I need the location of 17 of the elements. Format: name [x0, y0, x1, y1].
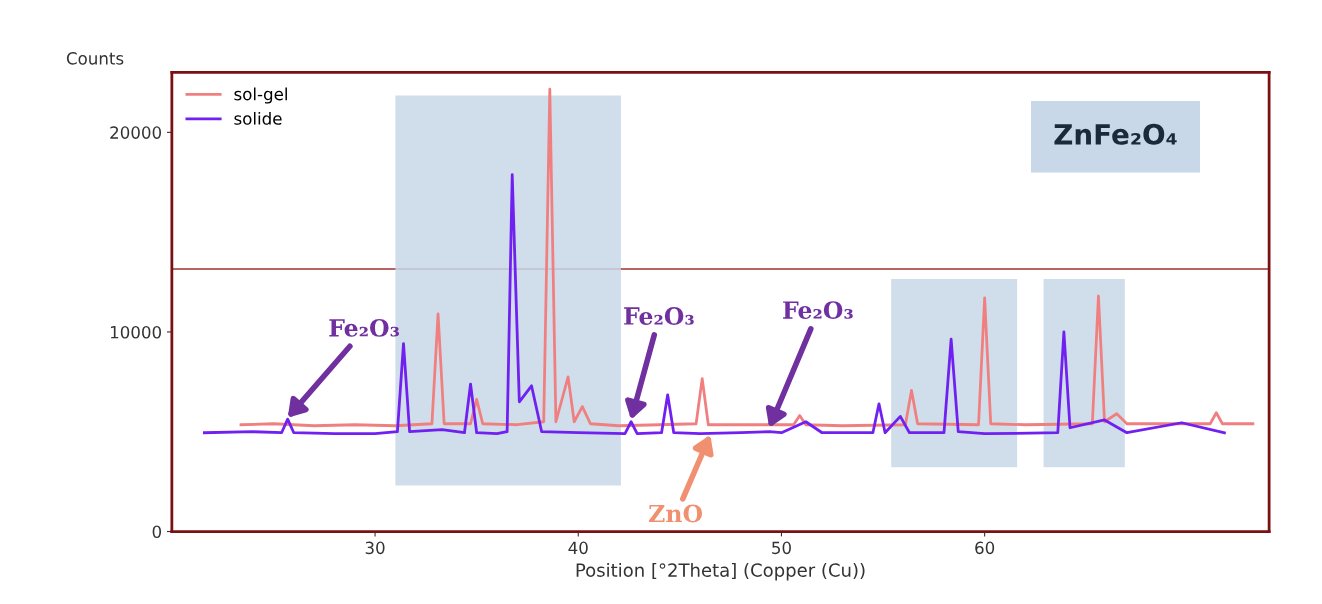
annotation: Fe₂O₃	[783, 301, 853, 319]
x-tick-label: 30	[365, 541, 385, 555]
line-series	[202, 173, 1226, 436]
x-tick-label: 40	[568, 541, 588, 555]
y-axis-title: Counts	[66, 52, 124, 65]
annotation: Fe₂O₃	[329, 318, 399, 337]
y-tick-label: 10000	[110, 325, 162, 339]
annotation: ZnFe₂O₄	[1054, 123, 1177, 145]
annotation: ZnO	[649, 504, 703, 523]
y-tick-label: 20000	[110, 126, 162, 139]
x-tick-label: 60	[975, 541, 995, 555]
x-tick-label: 50	[772, 541, 791, 555]
y-tick-label: 0	[152, 525, 162, 539]
x-axis-title: Position [°2Theta] (Copper (Cu))	[576, 562, 865, 581]
legend-label: solide	[234, 111, 282, 125]
legend-label: sol-gel	[234, 87, 287, 104]
annotation: Fe₂O₃	[624, 307, 694, 325]
